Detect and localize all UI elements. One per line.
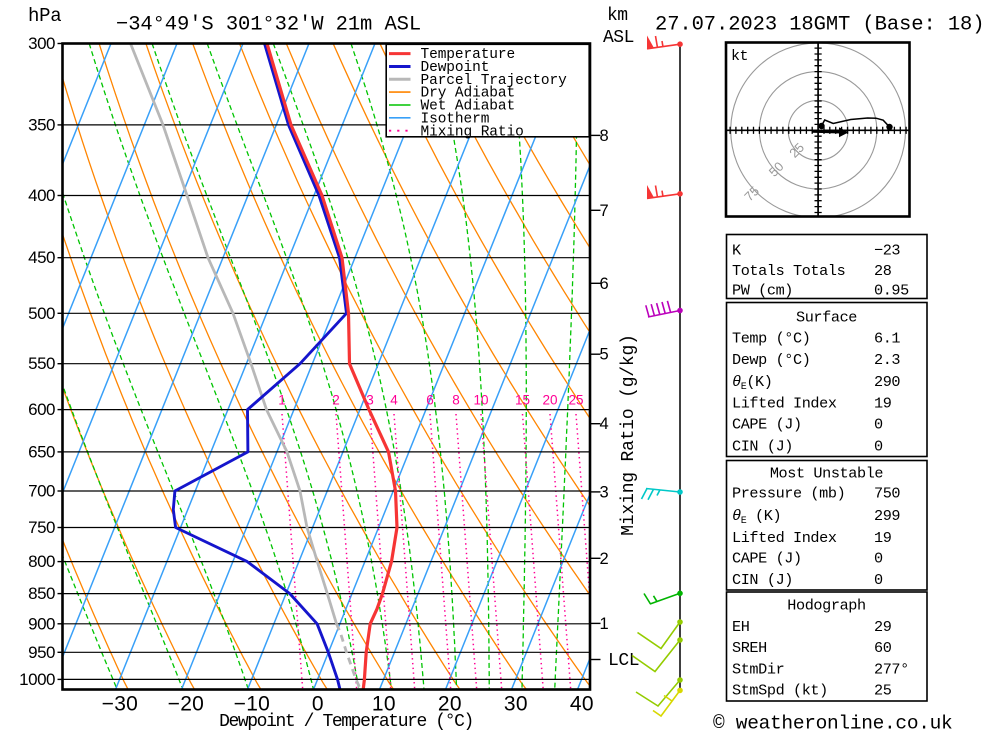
svg-text:2: 2 [600, 550, 609, 568]
svg-text:600: 600 [28, 400, 55, 419]
svg-text:0: 0 [874, 571, 883, 589]
svg-text:28: 28 [874, 262, 892, 280]
svg-text:8: 8 [452, 393, 460, 408]
svg-text:Most Unstable: Most Unstable [770, 465, 884, 483]
svg-text:8: 8 [600, 127, 609, 145]
svg-text:EH: EH [732, 618, 749, 636]
svg-text:0: 0 [874, 416, 883, 434]
svg-text:350: 350 [28, 115, 55, 134]
svg-text:400: 400 [28, 186, 55, 205]
svg-text:StmDir: StmDir [732, 660, 784, 678]
svg-text:60: 60 [874, 639, 892, 657]
svg-text:900: 900 [28, 614, 55, 633]
svg-text:ASL: ASL [603, 28, 634, 48]
svg-text:Mixing Ratio: Mixing Ratio [421, 124, 524, 140]
svg-text:20: 20 [438, 693, 462, 716]
svg-text:6: 6 [426, 393, 434, 408]
svg-text:1: 1 [278, 393, 286, 408]
svg-text:LCL: LCL [608, 651, 639, 671]
svg-text:4: 4 [600, 415, 609, 433]
svg-text:29: 29 [874, 618, 892, 636]
svg-text:27.07.2023 18GMT (Base: 18): 27.07.2023 18GMT (Base: 18) [655, 14, 984, 37]
svg-text:Dewp (°C): Dewp (°C) [732, 351, 810, 369]
svg-text:2.3: 2.3 [874, 351, 900, 369]
svg-text:km: km [607, 6, 628, 26]
svg-text:6.1: 6.1 [874, 329, 900, 347]
svg-text:950: 950 [28, 643, 55, 662]
svg-text:© weatheronline.co.uk: © weatheronline.co.uk [713, 713, 952, 734]
svg-text:7: 7 [600, 202, 609, 220]
svg-text:Totals Totals: Totals Totals [732, 262, 845, 280]
svg-text:0: 0 [874, 438, 883, 456]
svg-text:Dry Adiabat: Dry Adiabat [421, 86, 516, 102]
svg-text:19: 19 [874, 395, 892, 413]
svg-text:Dewpoint: Dewpoint [421, 60, 490, 76]
svg-text:Wet Adiabat: Wet Adiabat [421, 99, 516, 115]
svg-text:Isotherm: Isotherm [421, 111, 490, 127]
svg-text:1: 1 [600, 615, 609, 633]
svg-text:850: 850 [28, 584, 55, 603]
svg-text:40: 40 [570, 693, 594, 716]
svg-text:550: 550 [28, 354, 55, 373]
svg-text:5: 5 [600, 346, 609, 364]
svg-text:PW (cm): PW (cm) [732, 282, 793, 300]
svg-text:290: 290 [874, 373, 900, 391]
svg-text:19: 19 [874, 529, 892, 547]
svg-text:30: 30 [504, 693, 528, 716]
svg-text:Parcel Trajectory: Parcel Trajectory [421, 73, 568, 89]
svg-text:Dewpoint / Temperature (°C): Dewpoint / Temperature (°C) [219, 712, 473, 732]
svg-text:−10: −10 [234, 693, 271, 716]
svg-text:0: 0 [312, 693, 324, 716]
svg-text:Temperature: Temperature [421, 47, 516, 63]
svg-text:300: 300 [28, 34, 55, 53]
svg-text:299: 299 [874, 507, 900, 525]
svg-text:−23: −23 [874, 242, 900, 260]
svg-text:450: 450 [28, 248, 55, 267]
svg-text:800: 800 [28, 552, 55, 571]
svg-text:Lifted Index: Lifted Index [732, 529, 837, 547]
svg-text:Mixing Ratio (g/kg): Mixing Ratio (g/kg) [619, 334, 639, 535]
svg-text:Lifted Index: Lifted Index [732, 395, 837, 413]
svg-text:10: 10 [473, 393, 488, 408]
svg-text:CIN (J): CIN (J) [732, 571, 793, 589]
svg-text:StmSpd (kt): StmSpd (kt) [732, 682, 828, 700]
svg-text:θE(K): θE(K) [732, 373, 772, 393]
svg-text:Pressure (mb): Pressure (mb) [732, 485, 845, 503]
svg-text:277°: 277° [874, 660, 909, 678]
svg-text:1000: 1000 [19, 670, 55, 689]
svg-text:−30: −30 [102, 693, 139, 716]
svg-text:kt: kt [731, 48, 748, 65]
svg-text:Surface: Surface [796, 308, 857, 326]
svg-text:650: 650 [28, 442, 55, 461]
svg-text:750: 750 [28, 518, 55, 537]
svg-text:25: 25 [568, 393, 583, 408]
svg-text:CAPE (J): CAPE (J) [732, 416, 802, 434]
svg-text:CAPE (J): CAPE (J) [732, 550, 802, 568]
svg-text:10: 10 [372, 693, 396, 716]
svg-text:750: 750 [874, 485, 900, 503]
svg-text:25: 25 [874, 682, 892, 700]
svg-text:500: 500 [28, 304, 55, 323]
svg-text:15: 15 [515, 393, 530, 408]
svg-text:2: 2 [332, 393, 340, 408]
svg-text:CIN (J): CIN (J) [732, 438, 793, 456]
svg-text:hPa: hPa [28, 5, 61, 27]
svg-text:SREH: SREH [732, 639, 767, 657]
svg-text:Temp (°C): Temp (°C) [732, 329, 810, 347]
svg-text:3: 3 [366, 393, 374, 408]
svg-text:6: 6 [600, 275, 609, 293]
svg-text:−20: −20 [168, 693, 205, 716]
svg-text:θE (K): θE (K) [732, 507, 781, 527]
svg-text:4: 4 [390, 393, 398, 408]
svg-text:20: 20 [542, 393, 557, 408]
svg-text:700: 700 [28, 482, 55, 501]
svg-text:Hodograph: Hodograph [787, 597, 865, 615]
svg-text:3: 3 [600, 483, 609, 501]
svg-text:−34°49'S 301°32'W 21m ASL: −34°49'S 301°32'W 21m ASL [116, 14, 421, 37]
svg-text:K: K [732, 242, 742, 260]
svg-text:0.95: 0.95 [874, 282, 909, 300]
svg-text:0: 0 [874, 550, 883, 568]
